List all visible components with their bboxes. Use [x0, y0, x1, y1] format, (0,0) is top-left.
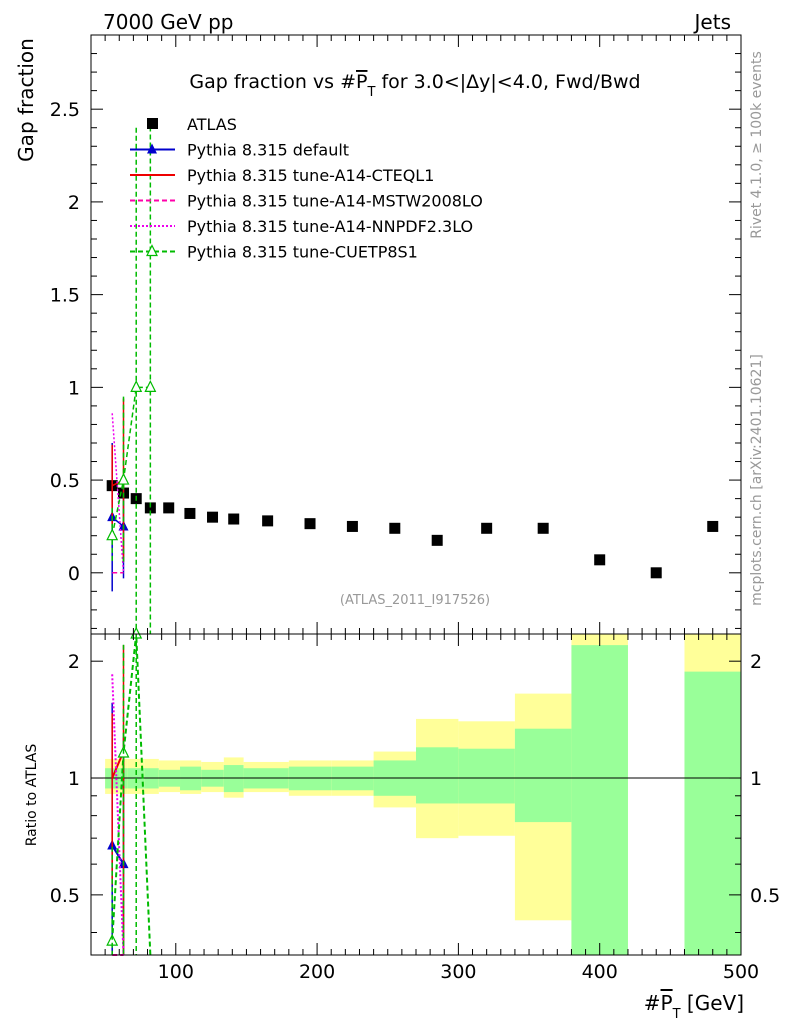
main-plot-layer	[106, 118, 719, 634]
x-tick-label: 500	[723, 961, 759, 983]
legend-label: ATLAS	[187, 115, 237, 134]
y-tick-label: 1.5	[50, 285, 80, 307]
legend-entry: Pythia 8.315 tune-A14-CTEQL1	[130, 166, 434, 185]
legend-entry: Pythia 8.315 tune-A14-NNPDF2.3LO	[130, 217, 473, 236]
data-point	[144, 502, 156, 514]
x-tick-label: 400	[582, 961, 618, 983]
ratio-uncertainty-bands	[91, 634, 741, 955]
series-3	[111, 413, 125, 573]
ratio-band-inner	[416, 747, 459, 804]
chart-title: Gap fraction vs #PT for 3.0<|Δy|<4.0, Fw…	[189, 71, 640, 100]
mcplots-label: mcplots.cern.ch [arXiv:2401.10621]	[749, 354, 765, 606]
data-point	[163, 502, 175, 514]
data-point	[594, 554, 606, 566]
data-point	[389, 522, 401, 534]
legend-marker	[146, 244, 158, 257]
series-line	[111, 413, 125, 573]
series-line	[111, 386, 151, 536]
data-point	[431, 534, 443, 546]
series-marker	[117, 472, 130, 485]
rivet-label: Rivet 4.1.0, ≥ 100k events	[749, 51, 765, 239]
y-tick-label: 2	[68, 192, 80, 214]
ratio-band-inner	[514, 728, 572, 823]
axes-layer: 100 200 300 400 500 0 0.5 1 1.5 2 2.5 0.5 0.5 1 1 2 2	[50, 34, 780, 983]
series-marker	[144, 380, 157, 392]
series-0	[107, 442, 129, 592]
ratio-y-tick-label: 1	[68, 768, 80, 790]
y-tick-label: 2.5	[50, 99, 80, 121]
ratio-series-3	[111, 674, 125, 956]
analysis-id: (ATLAS_2011_I917526)	[340, 593, 490, 608]
legend-label: Pythia 8.315 tune-A14-MSTW2008LO	[187, 192, 483, 211]
x-axis-label: #PT [GeV]	[644, 991, 744, 1022]
legend-marker	[147, 118, 158, 129]
ratio-y-tick-label-right: 1	[750, 768, 762, 790]
x-tick-label: 100	[158, 961, 194, 983]
legend-label: Pythia 8.315 tune-CUETP8S1	[187, 243, 418, 262]
legend-entry: Pythia 8.315 tune-CUETP8S1	[130, 243, 418, 262]
y-tick-label: 0.5	[50, 470, 80, 492]
data-point	[537, 522, 549, 534]
x-tick-label: 200	[299, 961, 335, 983]
data-point	[346, 520, 358, 532]
legend-label: Pythia 8.315 tune-A14-CTEQL1	[187, 166, 434, 185]
series-4	[106, 118, 157, 634]
header-left: 7000 GeV pp	[103, 10, 234, 34]
data-point	[184, 507, 196, 519]
data-point	[304, 518, 316, 530]
ratio-y-tick-label-right: 2	[750, 651, 762, 673]
legend-entry: Pythia 8.315 default	[130, 141, 349, 160]
y-tick-label: 1	[68, 377, 80, 399]
x-tick-label: 300	[440, 961, 476, 983]
ratio-series-line	[111, 674, 125, 956]
legend-label: Pythia 8.315 tune-A14-NNPDF2.3LO	[187, 217, 473, 236]
legend-entry: Pythia 8.315 tune-A14-MSTW2008LO	[130, 192, 483, 211]
ratio-band-inner	[684, 671, 741, 955]
ratio-plot-layer	[106, 626, 152, 956]
ratio-band-inner	[571, 645, 628, 955]
header-right: Jets	[693, 10, 731, 34]
ratio-series-line	[111, 633, 152, 956]
legend-label: Pythia 8.315 default	[187, 141, 349, 160]
ratio-y-axis-label: Ratio to ATLAS	[24, 744, 40, 847]
data-point	[707, 520, 719, 532]
y-tick-label: 0	[68, 563, 80, 585]
ratio-band-inner	[458, 748, 515, 804]
ratio-y-tick-label: 2	[68, 651, 80, 673]
ratio-band-inner	[223, 765, 244, 793]
series-marker	[106, 528, 119, 541]
data-point	[650, 567, 662, 579]
data-point	[262, 515, 274, 527]
ratio-y-tick-label: 0.5	[50, 885, 80, 907]
legend: ATLAS Pythia 8.315 default Pythia 8.315 tu…	[130, 115, 483, 262]
data-point	[207, 511, 219, 523]
ratio-series-4	[106, 626, 152, 956]
legend-marker	[147, 143, 157, 154]
data-point	[481, 522, 493, 534]
series-marker	[130, 380, 143, 392]
y-axis-label: Gap fraction	[14, 38, 38, 162]
ratio-y-tick-label-right: 0.5	[750, 885, 780, 907]
data-point	[228, 513, 240, 525]
legend-entry: ATLAS	[147, 115, 237, 134]
